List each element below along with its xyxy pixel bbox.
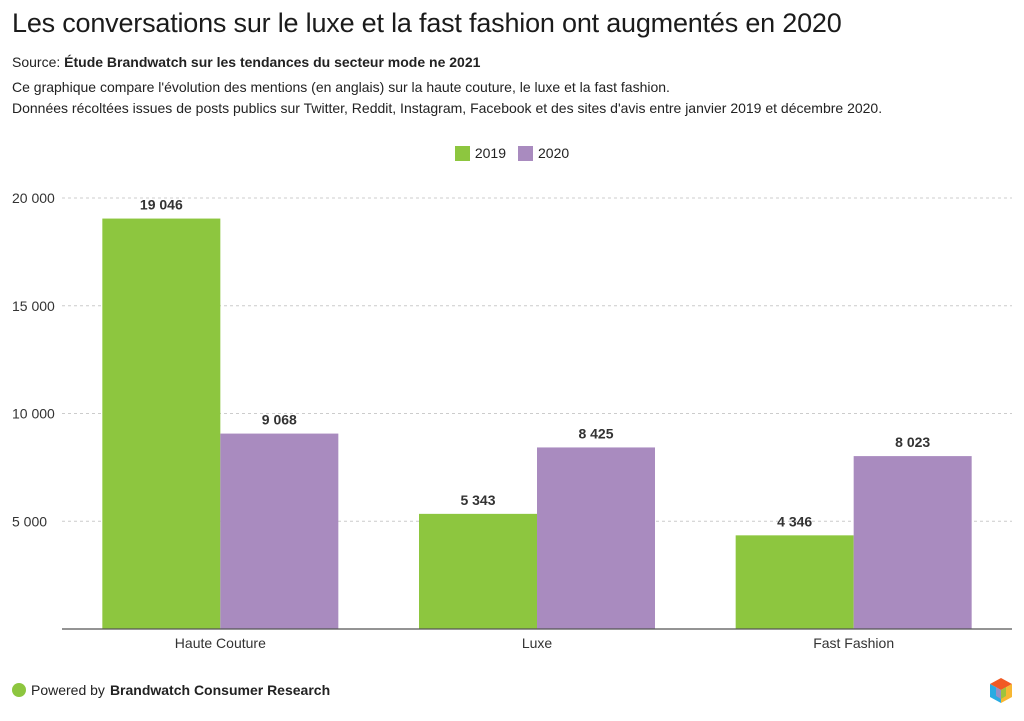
chart-description: Ce graphique compare l'évolution des men… [12,77,882,119]
bar-2020 [220,433,339,629]
bar-2019 [419,513,537,629]
brand-dot-icon [12,683,26,697]
x-tick-label: Fast Fashion [813,635,894,651]
data-label: 8 023 [895,434,930,450]
source-line: Source: Étude Brandwatch sur les tendanc… [12,54,480,70]
data-label: 5 343 [460,492,495,508]
bar-2019 [102,218,221,629]
y-tick-label: 10 000 [12,406,55,422]
powered-by-prefix: Powered by [31,682,105,698]
y-tick-label: 5 000 [12,513,47,529]
data-label: 9 068 [262,412,297,428]
description-line-1: Ce graphique compare l'évolution des men… [12,79,670,95]
legend: 2019 2020 [0,145,1024,161]
data-label: 4 346 [777,513,812,529]
legend-label-2020: 2020 [538,145,570,161]
data-label: 19 046 [140,197,183,213]
bar-2019 [735,535,854,629]
x-tick-label: Haute Couture [175,635,266,651]
x-tick-label: Luxe [522,635,553,651]
brandwatch-logo-icon [990,678,1012,703]
legend-swatch-2019 [454,145,470,161]
description-line-2: Données récoltées issues de posts public… [12,100,883,116]
source-prefix: Source: [12,54,65,70]
legend-item-2019[interactable]: 2019 [454,145,506,161]
chart-title: Les conversations sur le luxe et la fast… [12,8,842,38]
data-label: 8 425 [578,425,613,441]
bar-2020 [537,447,655,629]
y-tick-label: 15 000 [12,298,55,314]
y-tick-label: 20 000 [12,190,55,206]
bar-2020 [853,456,972,629]
source-name: Étude Brandwatch sur les tendances du se… [64,54,481,70]
footer: Powered by Brandwatch Consumer Research [12,682,330,698]
legend-swatch-2020 [518,145,533,161]
legend-label-2019: 2019 [474,145,506,161]
legend-item-2020[interactable]: 2020 [518,145,569,161]
powered-by-name[interactable]: Brandwatch Consumer Research [109,682,331,698]
